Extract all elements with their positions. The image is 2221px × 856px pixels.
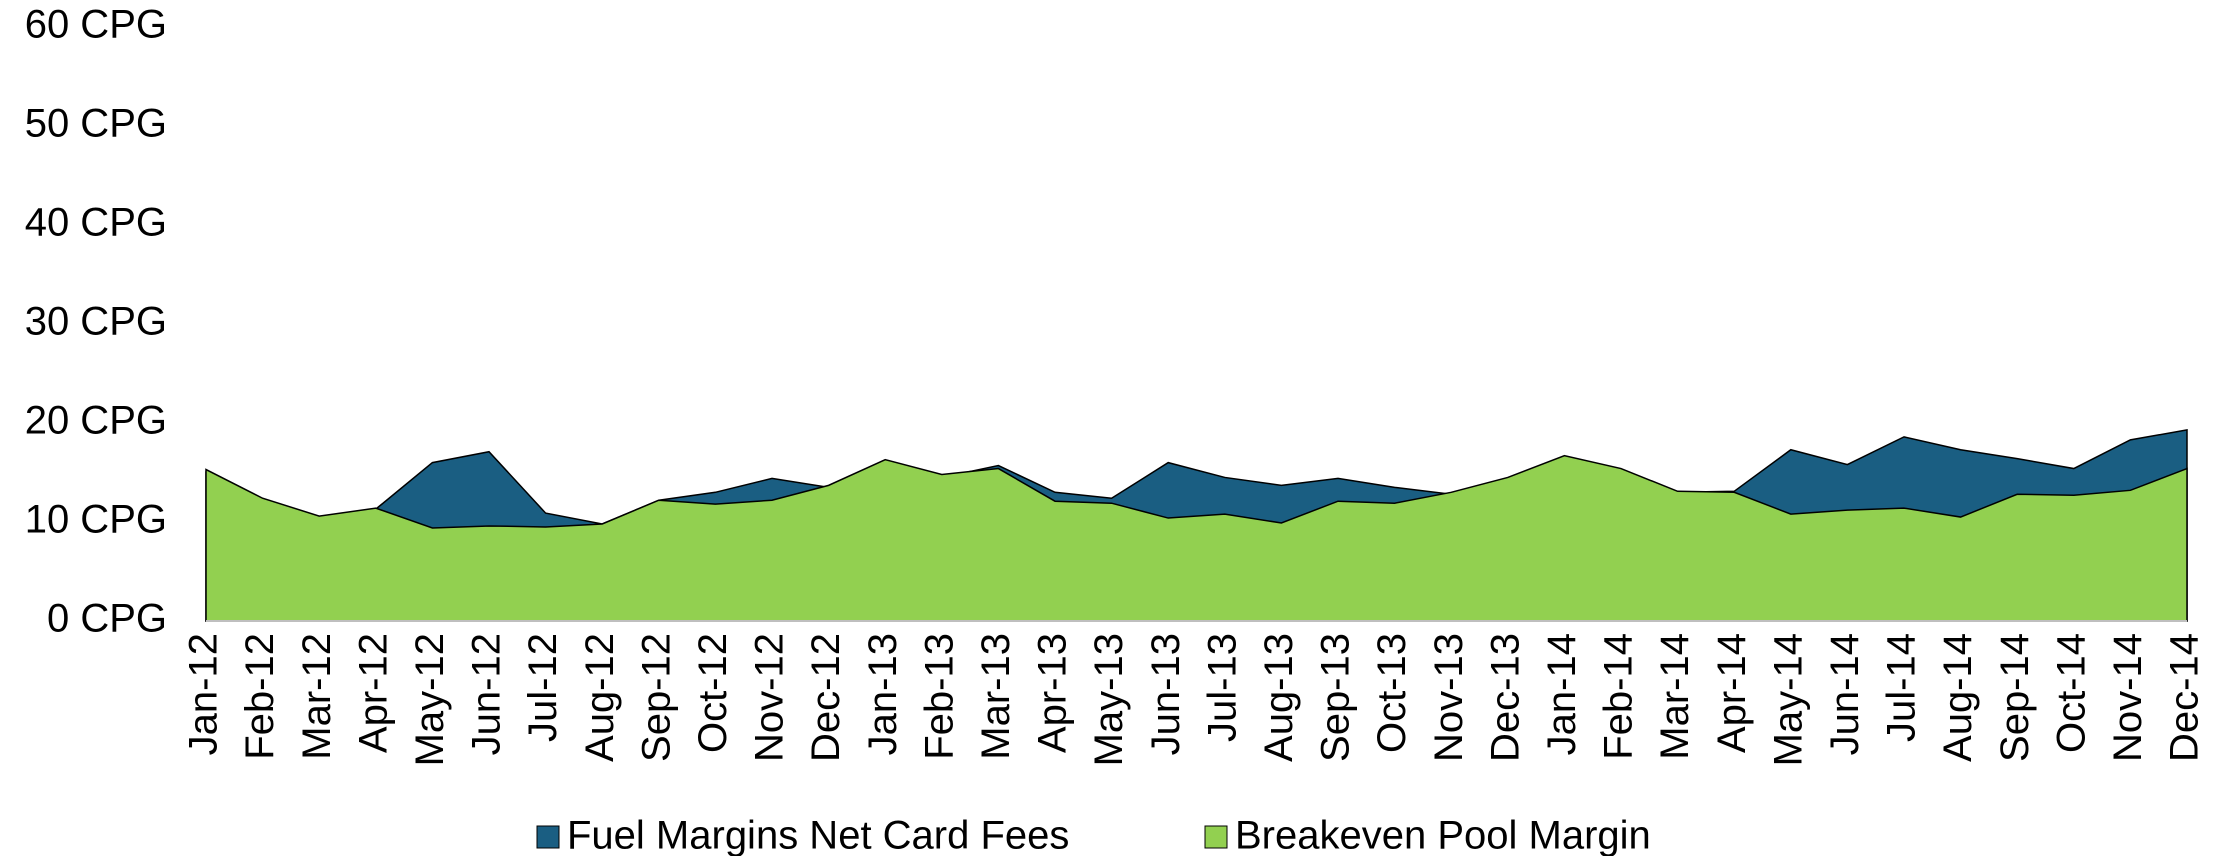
y-tick-label: 0 CPG <box>47 597 167 641</box>
x-tick-label: Mar-14 <box>1653 633 1697 760</box>
x-tick-label: Aug-13 <box>1257 633 1301 762</box>
y-tick-label: 60 CPG <box>25 3 167 47</box>
legend-label: Breakeven Pool Margin <box>1235 814 1651 856</box>
x-tick-label: Aug-14 <box>1936 633 1980 762</box>
x-tick-label: Jul-14 <box>1880 633 1924 742</box>
legend-label: Fuel Margins Net Card Fees <box>567 814 1069 856</box>
x-tick-label: Nov-13 <box>1427 633 1471 762</box>
x-tick-label: May-14 <box>1766 633 1810 766</box>
x-tick-label: Jun-12 <box>465 633 509 755</box>
x-tick-label: Sep-14 <box>1993 633 2037 762</box>
area <box>205 454 2188 622</box>
x-tick-label: May-13 <box>1087 633 1131 766</box>
legend-swatch <box>1204 825 1228 849</box>
x-tick-label: Oct-12 <box>691 633 735 753</box>
x-tick-label: Mar-13 <box>974 633 1018 760</box>
x-tick-label: Oct-13 <box>1370 633 1414 753</box>
x-tick-label: Aug-12 <box>578 633 622 762</box>
x-tick-label: Mar-12 <box>295 633 339 760</box>
y-tick-label: 40 CPG <box>25 201 167 245</box>
x-tick-label: Jun-13 <box>1144 633 1188 755</box>
x-tick-label: Nov-12 <box>748 633 792 762</box>
y-tick-label: 30 CPG <box>25 300 167 344</box>
x-tick-label: Feb-14 <box>1597 633 1641 760</box>
x-tick-label: Apr-12 <box>351 633 395 753</box>
x-tick-label: Nov-14 <box>2106 633 2150 762</box>
x-tick-label: Dec-12 <box>804 633 848 762</box>
x-tick-label: Jul-12 <box>521 633 565 742</box>
legend-swatch <box>536 825 560 849</box>
x-tick-label: May-12 <box>408 633 452 766</box>
x-tick-label: Sep-12 <box>634 633 678 762</box>
y-tick-label: 10 CPG <box>25 498 167 542</box>
x-tick-label: Feb-12 <box>238 633 282 760</box>
x-tick-label: Feb-13 <box>917 633 961 760</box>
x-tick-label: Jul-13 <box>1200 633 1244 742</box>
x-tick-label: Jun-14 <box>1823 633 1867 755</box>
x-tick-label: Dec-14 <box>2163 633 2207 762</box>
x-tick-label: Jan-14 <box>1540 633 1584 755</box>
x-tick-label: Jan-13 <box>861 633 905 755</box>
x-tick-label: Jan-12 <box>182 633 226 755</box>
x-tick-label: Oct-14 <box>2049 633 2093 753</box>
x-tick-label: Apr-13 <box>1031 633 1075 753</box>
x-tick-label: Dec-13 <box>1483 633 1527 762</box>
y-tick-label: 20 CPG <box>25 399 167 443</box>
y-tick-label: 50 CPG <box>25 102 167 146</box>
x-tick-label: Apr-14 <box>1710 633 1754 753</box>
x-tick-label: Sep-13 <box>1314 633 1358 762</box>
